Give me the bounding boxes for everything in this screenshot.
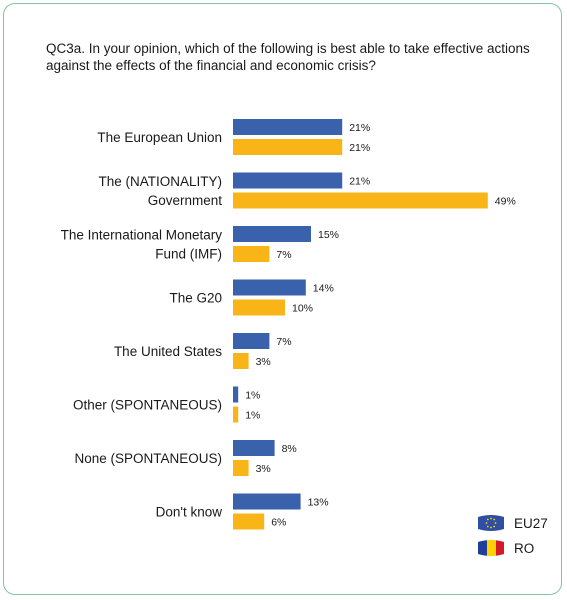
value-label: 3% xyxy=(256,356,271,368)
value-label: 14% xyxy=(313,283,334,295)
value-label: 49% xyxy=(495,196,516,208)
value-label: 3% xyxy=(256,463,271,475)
bar-eu27 xyxy=(233,333,270,349)
value-label: 7% xyxy=(276,249,291,261)
bar-ro xyxy=(233,299,285,316)
category-label: The United States xyxy=(114,344,222,359)
value-label: 21% xyxy=(349,176,370,188)
value-label: 15% xyxy=(318,229,339,241)
bar-ro xyxy=(233,460,249,476)
bar-ro xyxy=(233,192,488,209)
bar-ro xyxy=(233,353,249,369)
value-label: 8% xyxy=(282,443,297,455)
legend: EU27 RO xyxy=(476,512,548,562)
legend-item-ro: RO xyxy=(476,537,548,559)
bar-ro xyxy=(233,513,265,530)
value-label: 21% xyxy=(349,142,370,154)
value-label: 21% xyxy=(349,122,370,134)
category-label: The G20 xyxy=(169,291,222,306)
value-label: 1% xyxy=(245,410,260,422)
chart-title: QC3a. In your opinion, which of the foll… xyxy=(46,41,530,73)
value-label: 1% xyxy=(245,390,260,402)
bar-eu27 xyxy=(233,119,343,135)
category-label: The International Monetary xyxy=(61,228,223,243)
category-label: None (SPONTANEOUS) xyxy=(74,451,222,466)
category-label: Government xyxy=(148,193,223,208)
value-label: 7% xyxy=(276,336,291,348)
category-label: Other (SPONTANEOUS) xyxy=(73,398,222,413)
legend-item-eu27: EU27 xyxy=(476,512,548,534)
bar-eu27 xyxy=(233,172,343,189)
bar-ro xyxy=(233,406,239,423)
value-label: 13% xyxy=(308,497,329,509)
bar-eu27 xyxy=(233,440,275,456)
value-label: 10% xyxy=(292,303,313,315)
bar-eu27 xyxy=(233,493,301,510)
eu-flag-icon xyxy=(476,514,506,532)
category-label: The European Union xyxy=(97,130,222,145)
bar-eu27 xyxy=(233,279,306,296)
legend-label: EU27 xyxy=(514,515,548,531)
bar-eu27 xyxy=(233,226,311,242)
category-label: The (NATIONALITY) xyxy=(98,174,222,189)
bar-ro xyxy=(233,139,343,155)
bar-ro xyxy=(233,246,270,262)
value-label: 6% xyxy=(271,517,286,529)
category-label: Fund (IMF) xyxy=(155,247,222,262)
legend-label: RO xyxy=(514,540,535,556)
category-label: Don't know xyxy=(156,505,223,520)
romania-flag-icon xyxy=(476,539,506,557)
bar-eu27 xyxy=(233,386,239,403)
